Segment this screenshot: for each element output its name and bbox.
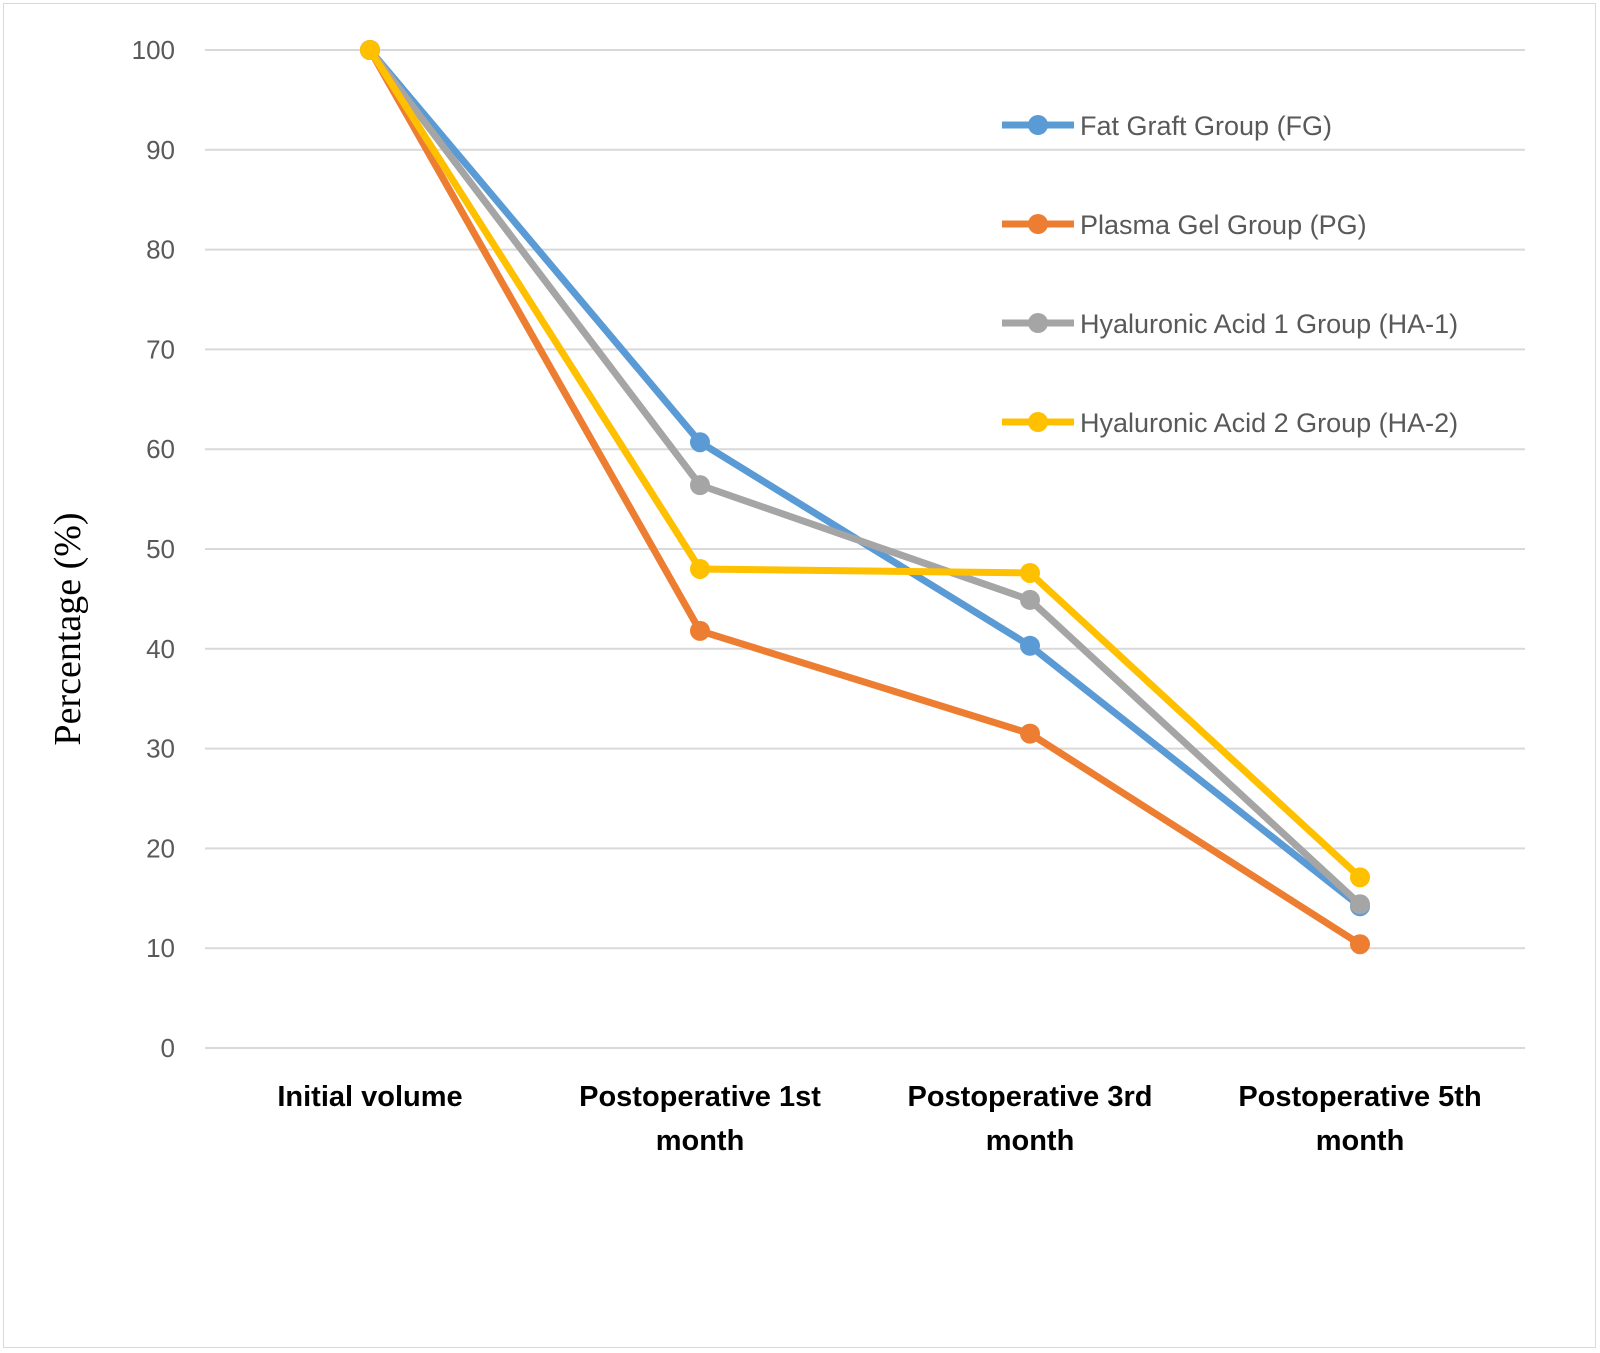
x-axis-categories: Initial volume Postoperative 1st month Post… (277, 1081, 1481, 1157)
x-category-label: Initial volume (277, 1081, 462, 1113)
x-category-label: month (1316, 1125, 1405, 1157)
x-category-label: Postoperative 5th (1238, 1081, 1481, 1113)
data-point (360, 40, 380, 60)
y-tick-label: 40 (146, 634, 175, 664)
legend-label: Fat Graft Group (FG) (1080, 111, 1332, 141)
legend-item: Fat Graft Group (FG) (1002, 111, 1332, 141)
y-tick-label: 10 (146, 933, 175, 963)
legend-item: Plasma Gel Group (PG) (1002, 210, 1367, 240)
legend-label: Hyaluronic Acid 2 Group (HA-2) (1080, 408, 1458, 438)
x-category-label: month (656, 1125, 745, 1157)
y-tick-label: 60 (146, 434, 175, 464)
series-3 (360, 40, 1370, 888)
series-line (366, 46, 1364, 910)
data-point (1350, 934, 1370, 955)
data-point (690, 432, 710, 453)
legend-item: Hyaluronic Acid 2 Group (HA-2) (1002, 408, 1458, 438)
y-tick-label: 30 (146, 734, 175, 764)
legend-label: Hyaluronic Acid 1 Group (HA-1) (1080, 309, 1458, 339)
legend-swatch-marker (1028, 214, 1048, 234)
data-point (1350, 894, 1370, 915)
series-2 (360, 40, 1370, 915)
legend: Fat Graft Group (FG) Plasma Gel Group (PG… (1002, 111, 1458, 438)
gridlines (205, 49, 1525, 1049)
series-lines (360, 40, 1370, 955)
series-line (366, 46, 1364, 908)
x-category-label: month (986, 1125, 1075, 1157)
y-tick-label: 80 (146, 235, 175, 265)
legend-swatch-marker (1028, 412, 1048, 432)
legend-label: Plasma Gel Group (PG) (1080, 210, 1367, 240)
y-tick-label: 20 (146, 833, 175, 863)
y-tick-label: 50 (146, 534, 175, 564)
chart-frame (3, 3, 1596, 1348)
series-line (366, 46, 1364, 948)
y-tick-label: 90 (146, 135, 175, 165)
data-point (690, 475, 710, 496)
data-point (1020, 562, 1040, 583)
series-0 (360, 40, 1370, 917)
data-point (1350, 867, 1370, 888)
legend-swatch-marker (1028, 313, 1048, 333)
y-tick-label: 100 (132, 35, 175, 65)
y-axis-label: Percentage (%) (47, 512, 89, 745)
data-point (1020, 635, 1040, 656)
y-tick-label: 0 (161, 1033, 175, 1063)
series-1 (360, 40, 1370, 955)
series-line (366, 46, 1364, 881)
data-point (690, 620, 710, 641)
data-point (690, 558, 710, 579)
y-axis-ticks: 0 10 20 30 40 50 60 70 80 90 100 (132, 35, 175, 1063)
legend-item: Hyaluronic Acid 1 Group (HA-1) (1002, 309, 1458, 339)
data-point (1020, 723, 1040, 744)
x-category-label: Postoperative 1st (579, 1081, 821, 1113)
legend-swatch-marker (1028, 115, 1048, 135)
x-category-label: Postoperative 3rd (908, 1081, 1153, 1113)
data-point (1020, 589, 1040, 610)
y-tick-label: 70 (146, 334, 175, 364)
